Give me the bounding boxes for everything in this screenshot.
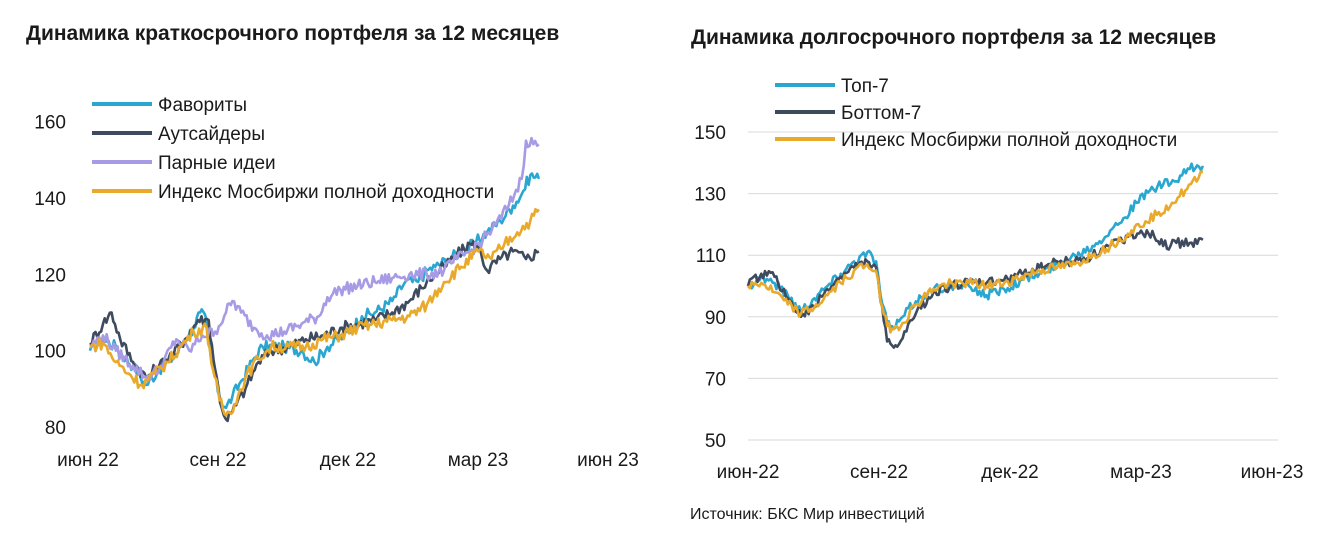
- y-tick-label: 150: [694, 123, 726, 144]
- legend-label: Индекс Мосбиржи полной доходности: [841, 130, 1177, 151]
- y-tick-label: 130: [694, 185, 726, 206]
- series-line-1: [89, 240, 540, 423]
- y-tick-label: 120: [34, 265, 66, 286]
- y-tick-label: 160: [34, 113, 66, 134]
- y-tick-label: 80: [45, 418, 66, 439]
- series-line-3: [89, 207, 540, 417]
- y-tick-label: 110: [696, 246, 726, 267]
- legend-label: Фавориты: [158, 95, 247, 116]
- series-line-2: [89, 136, 540, 382]
- short-term-portfolio-chart: 80 100 120 140 160 июн 22 сен 22 дек 22 мар 23 ию…: [34, 95, 639, 471]
- source-note: Источник: БКС Мир инвестиций: [690, 506, 925, 523]
- x-tick-label: мар-23: [1110, 462, 1172, 483]
- series-line-0: [746, 162, 1205, 331]
- legend-label: Боттом-7: [841, 103, 921, 124]
- x-tick-label: сен-22: [850, 462, 908, 483]
- x-tick-label: дек 22: [320, 450, 376, 471]
- x-tick-label: июн 22: [57, 450, 119, 471]
- right-chart-title: Динамика долгосрочного портфеля за 12 ме…: [691, 26, 1217, 49]
- y-tick-label: 90: [705, 308, 726, 329]
- left-chart-title: Динамика краткосрочного портфеля за 12 м…: [26, 22, 560, 45]
- x-tick-label: сен 22: [190, 450, 247, 471]
- legend-label: Индекс Мосбиржи полной доходности: [158, 182, 494, 203]
- y-tick-label: 70: [705, 369, 726, 390]
- x-tick-label: дек-22: [981, 462, 1038, 483]
- x-tick-label: июн 23: [577, 450, 639, 471]
- legend-label: Аутсайдеры: [158, 124, 265, 145]
- y-tick-label: 100: [34, 342, 66, 363]
- legend-label: Топ-7: [841, 76, 889, 97]
- x-tick-label: мар 23: [448, 450, 509, 471]
- y-tick-label: 50: [705, 431, 726, 452]
- y-tick-label: 140: [34, 189, 66, 210]
- series-line-2: [747, 170, 1204, 334]
- legend-label: Парные идеи: [158, 153, 276, 174]
- x-tick-label: июн-22: [717, 462, 780, 483]
- x-tick-label: июн-23: [1241, 462, 1304, 483]
